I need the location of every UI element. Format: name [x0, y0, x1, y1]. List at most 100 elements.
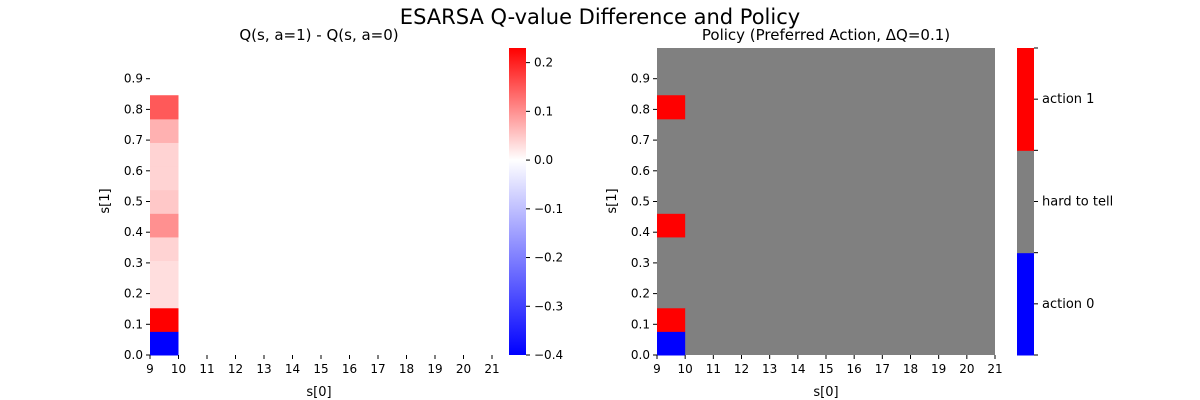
policy-xtick-label: 21 — [987, 362, 1002, 376]
policy-cell — [657, 189, 686, 214]
qdiff-ytick-label: 0.0 — [124, 348, 143, 362]
qdiff-ytick-label: 0.9 — [124, 72, 143, 86]
qdiff-xtick-label: 14 — [285, 362, 300, 376]
policy-xtick-label: 20 — [959, 362, 974, 376]
qdiff-cell — [150, 166, 179, 191]
qdiff-xtick-label: 13 — [256, 362, 271, 376]
qdiff-x-axis: 9 10 11 12 13 14 15 16 17 18 19 20 21 — [146, 355, 500, 376]
qdiff-xtick-label: 19 — [427, 362, 442, 376]
qdiff-heatmap-panel: Q(s, a=1) - Q(s, a=0) 9 10 11 12 13 14 15 16 17 1… — [98, 26, 500, 400]
policy-title: Policy (Preferred Action, ΔQ=0.1) — [702, 26, 950, 44]
figure-suptitle: ESARSA Q-value Difference and Policy — [400, 5, 800, 29]
policy-ytick-label: 0.1 — [631, 317, 650, 331]
policy-cell — [657, 213, 686, 238]
policy-ytick-label: 0.5 — [631, 195, 650, 209]
policy-colorbar-ticks: action 0 hard to tell action 1 — [1034, 47, 1113, 356]
qdiff-xtick-label: 16 — [342, 362, 357, 376]
qdiff-colorbar-ticks: 0.2 0.1 0.0 −0.1 −0.2 −0.3 −0.4 — [526, 56, 563, 362]
qdiff-ytick-label: 0.4 — [124, 225, 143, 239]
policy-xtick-label: 9 — [653, 362, 661, 376]
qdiff-xtick-label: 18 — [399, 362, 414, 376]
policy-cell — [657, 236, 686, 262]
policy-colorbar-segment — [1017, 48, 1034, 151]
qdiff-cell — [150, 95, 179, 120]
qdiff-colorbar-gradient — [509, 48, 526, 355]
policy-xtick-label: 18 — [903, 362, 918, 376]
qdiff-xtick-label: 9 — [146, 362, 154, 376]
policy-background-cells — [657, 48, 995, 355]
policy-xtick-label: 19 — [931, 362, 946, 376]
qdiff-ytick-label: 0.7 — [124, 133, 143, 147]
policy-xtick-label: 15 — [818, 362, 833, 376]
policy-ytick-label: 0.8 — [631, 102, 650, 116]
qdiff-cell — [150, 307, 179, 332]
policy-xtick-label: 13 — [762, 362, 777, 376]
policy-cell — [657, 260, 686, 285]
qdiff-xtick-label: 20 — [456, 362, 471, 376]
policy-colorbar-tick-label: action 1 — [1042, 92, 1094, 107]
policy-colorbar-segment — [1017, 252, 1034, 356]
policy-ytick-label: 0.2 — [631, 287, 650, 301]
qdiff-cell — [150, 189, 179, 214]
qdiff-colorbar-tick-label: −0.1 — [534, 202, 563, 216]
policy-xtick-label: 12 — [734, 362, 749, 376]
policy-cell — [657, 284, 686, 309]
policy-xtick-label: 14 — [790, 362, 805, 376]
qdiff-colorbar-tick-label: 0.0 — [534, 153, 553, 167]
policy-cell — [657, 166, 686, 191]
policy-cells — [657, 48, 995, 356]
policy-cell — [657, 331, 686, 356]
policy-xtick-label: 16 — [847, 362, 862, 376]
qdiff-cell — [150, 284, 179, 309]
policy-xtick-label: 10 — [678, 362, 693, 376]
qdiff-colorbar-tick-label: −0.4 — [534, 348, 563, 362]
qdiff-xtick-label: 11 — [199, 362, 214, 376]
qdiff-ytick-label: 0.6 — [124, 164, 143, 178]
policy-colorbar-tick-label: action 0 — [1042, 297, 1094, 312]
policy-ytick-label: 0.4 — [631, 225, 650, 239]
qdiff-xtick-label: 17 — [370, 362, 385, 376]
qdiff-xtick-label: 21 — [484, 362, 499, 376]
policy-ytick-label: 0.7 — [631, 133, 650, 147]
policy-ytick-label: 0.9 — [631, 72, 650, 86]
qdiff-background-cells — [150, 48, 492, 355]
policy-colorbar-segment — [1017, 150, 1034, 254]
qdiff-cell — [150, 213, 179, 238]
policy-xtick-label: 11 — [706, 362, 721, 376]
qdiff-cell — [150, 142, 179, 167]
policy-ytick-label: 0.0 — [631, 348, 650, 362]
qdiff-cells — [150, 48, 492, 356]
qdiff-ylabel: s[1] — [98, 188, 113, 213]
qdiff-cell — [150, 236, 179, 262]
qdiff-colorbar-tick-label: −0.3 — [534, 299, 563, 313]
policy-colorbar-segments — [1017, 48, 1034, 356]
policy-cell — [657, 95, 686, 120]
qdiff-xtick-label: 10 — [171, 362, 186, 376]
policy-y-axis: 0.0 0.1 0.2 0.3 0.4 0.5 0.6 0.7 0.8 0.9 — [631, 72, 657, 362]
policy-colorbar: action 0 hard to tell action 1 — [1017, 47, 1113, 356]
qdiff-colorbar-tick-label: −0.2 — [534, 251, 563, 265]
policy-ytick-label: 0.3 — [631, 256, 650, 270]
qdiff-cell — [150, 260, 179, 285]
qdiff-colorbar: 0.2 0.1 0.0 −0.1 −0.2 −0.3 −0.4 — [509, 48, 563, 362]
qdiff-ytick-label: 0.3 — [124, 256, 143, 270]
qdiff-xlabel: s[0] — [306, 385, 331, 400]
policy-cell — [657, 307, 686, 332]
qdiff-colorbar-tick-label: 0.1 — [534, 104, 553, 118]
qdiff-ytick-label: 0.1 — [124, 317, 143, 331]
qdiff-xtick-label: 12 — [228, 362, 243, 376]
policy-cell — [657, 118, 686, 143]
qdiff-colorbar-tick-label: 0.2 — [534, 56, 553, 70]
qdiff-ytick-label: 0.5 — [124, 195, 143, 209]
policy-cell — [657, 142, 686, 167]
qdiff-ytick-label: 0.2 — [124, 287, 143, 301]
policy-ytick-label: 0.6 — [631, 164, 650, 178]
qdiff-y-axis: 0.0 0.1 0.2 0.3 0.4 0.5 0.6 0.7 0.8 0.9 — [124, 72, 150, 362]
qdiff-ytick-label: 0.8 — [124, 102, 143, 116]
qdiff-cell — [150, 331, 179, 356]
policy-xtick-label: 17 — [875, 362, 890, 376]
policy-ylabel: s[1] — [605, 188, 620, 213]
qdiff-xtick-label: 15 — [313, 362, 328, 376]
policy-colorbar-tick-label: hard to tell — [1042, 195, 1113, 210]
